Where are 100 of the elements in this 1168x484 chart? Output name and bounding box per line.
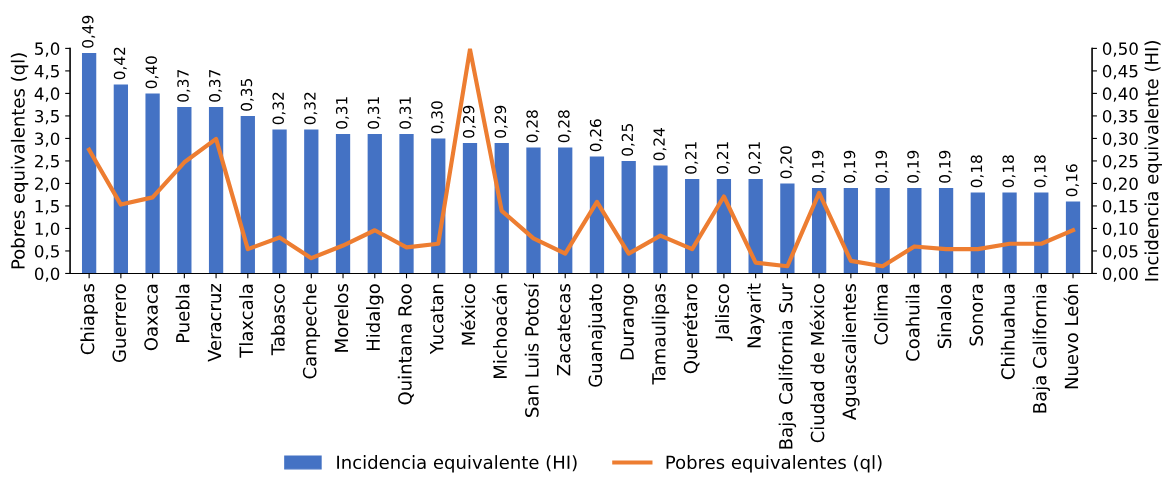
- x-tick-label: Nuevo León: [1063, 284, 1079, 389]
- y2-tick-label: 0,10: [1102, 222, 1138, 237]
- data-label: 0,19: [875, 150, 889, 183]
- x-tick-label: Chiapas: [80, 284, 98, 355]
- y2-axis-title: Incidencia equivalente (HI): [1144, 41, 1162, 281]
- x-tick-label: Durango: [620, 284, 638, 360]
- bar: [145, 93, 160, 274]
- data-label: 0,25: [621, 124, 635, 156]
- bar: [685, 178, 700, 274]
- x-tick-label: Ciudad de México: [809, 284, 825, 443]
- data-label: 0,37: [208, 70, 223, 102]
- data-label: 0,21: [716, 142, 730, 174]
- x-tick-label: Coahuila: [905, 284, 920, 361]
- y2-tick-label: 0,45: [1102, 64, 1138, 80]
- x-tick-label: Colima: [873, 284, 888, 345]
- bar: [907, 187, 922, 274]
- y-tick-label: 5,0: [35, 42, 60, 57]
- x-tick-label: Sinaloa: [937, 284, 952, 349]
- data-label: 0,32: [272, 92, 286, 125]
- legend-label: Pobres equivalentes (ql): [666, 455, 882, 473]
- bar: [462, 142, 478, 274]
- y-tick-label: 4,5: [34, 65, 59, 80]
- x-tick-label: Baja California Sur: [778, 283, 797, 449]
- x-tick-label: Oaxaca: [144, 284, 158, 351]
- x-tick-label: Tamaulipas: [651, 284, 670, 385]
- y2-tick-label: 0,40: [1102, 87, 1138, 102]
- bar: [589, 156, 605, 274]
- y-tick-label: 2,5: [35, 154, 59, 170]
- x-tick-label: Veracruz: [207, 283, 222, 362]
- bar: [1034, 192, 1049, 274]
- x-tick-label: Querétaro: [682, 284, 700, 374]
- x-tick-label: México: [460, 284, 476, 345]
- data-label: 0,20: [780, 146, 794, 179]
- data-label: 0,24: [653, 128, 667, 161]
- data-label: 0,28: [526, 110, 540, 143]
- bar: [970, 192, 985, 274]
- y2-tick-label: 0,00: [1102, 267, 1138, 282]
- bar: [240, 115, 255, 274]
- x-tick-label: Morelos: [334, 284, 349, 352]
- data-label: 0,49: [82, 15, 96, 48]
- bar: [399, 133, 414, 274]
- y-tick-label: 3,0: [35, 132, 60, 147]
- y-tick-label: 2,0: [35, 177, 60, 192]
- y2-tick-label: 0,20: [1102, 177, 1138, 192]
- x-tick-label: Zacatecas: [557, 284, 571, 376]
- x-tick-label: Aguascalientes: [842, 284, 860, 420]
- data-label: 0,19: [812, 150, 826, 183]
- bar: [526, 147, 541, 274]
- y2-tick-label: 0,25: [1102, 154, 1138, 170]
- bar: [621, 160, 636, 274]
- x-tick-label: Tlaxcala: [239, 284, 254, 358]
- data-label: 0,32: [304, 92, 318, 125]
- data-label: 0,31: [335, 97, 350, 129]
- x-tick-label: Campeche: [302, 284, 321, 379]
- data-label: 0,28: [558, 110, 572, 143]
- y-tick-label: 0,0: [34, 267, 60, 282]
- bar: [367, 133, 382, 274]
- bar: [113, 84, 128, 274]
- x-tick-label: Hidalgo: [366, 284, 384, 351]
- bar: [304, 129, 319, 274]
- y2-tick-label: 0,05: [1102, 244, 1138, 260]
- y-tick-label: 1,0: [35, 222, 60, 237]
- data-label: 0,18: [1002, 155, 1016, 188]
- x-tick-label: Sonora: [969, 284, 984, 346]
- bar: [875, 187, 890, 274]
- data-label: 0,19: [907, 150, 921, 183]
- data-label: 0,42: [113, 47, 127, 80]
- x-tick-label: Michoacán: [492, 284, 507, 378]
- x-tick-label: Guerrero: [112, 284, 127, 363]
- bar: [653, 165, 668, 274]
- y2-tick-label: 0,35: [1102, 109, 1138, 125]
- data-label: 0,19: [843, 150, 857, 183]
- y2-tick-label: 0,50: [1102, 42, 1138, 57]
- x-tick-label: Tabasco: [270, 284, 285, 356]
- data-label: 0,16: [1065, 164, 1080, 197]
- y-tick-label: 4,0: [34, 87, 60, 102]
- data-label: 0,21: [685, 142, 699, 174]
- x-tick-label: Jalisco: [715, 284, 733, 341]
- bar: [780, 183, 795, 274]
- data-label: 0,40: [145, 56, 159, 89]
- bar: [938, 187, 954, 274]
- y2-tick-label: 0,15: [1102, 199, 1138, 215]
- data-label: 0,21: [748, 142, 762, 174]
- x-tick-label: Nayarit: [746, 283, 765, 348]
- y-axis-title: Pobres equivalentes (ql): [10, 53, 29, 269]
- bar: [272, 129, 287, 274]
- x-tick-label: Yucatan: [430, 284, 444, 355]
- data-label: 0,26: [589, 119, 603, 152]
- y-tick-label: 0,5: [34, 244, 59, 260]
- data-label: 0,31: [367, 97, 381, 129]
- bar: [1002, 192, 1017, 274]
- data-label: 0,35: [240, 79, 254, 111]
- data-label: 0,18: [1034, 155, 1048, 188]
- data-label: 0,18: [970, 155, 984, 188]
- bar: [177, 106, 192, 274]
- bar: [748, 178, 763, 274]
- bar: [81, 52, 97, 274]
- y-tick-label: 3,5: [35, 109, 59, 125]
- y2-tick-label: 0,30: [1102, 132, 1138, 147]
- x-tick-label: Guanajuato: [588, 284, 606, 387]
